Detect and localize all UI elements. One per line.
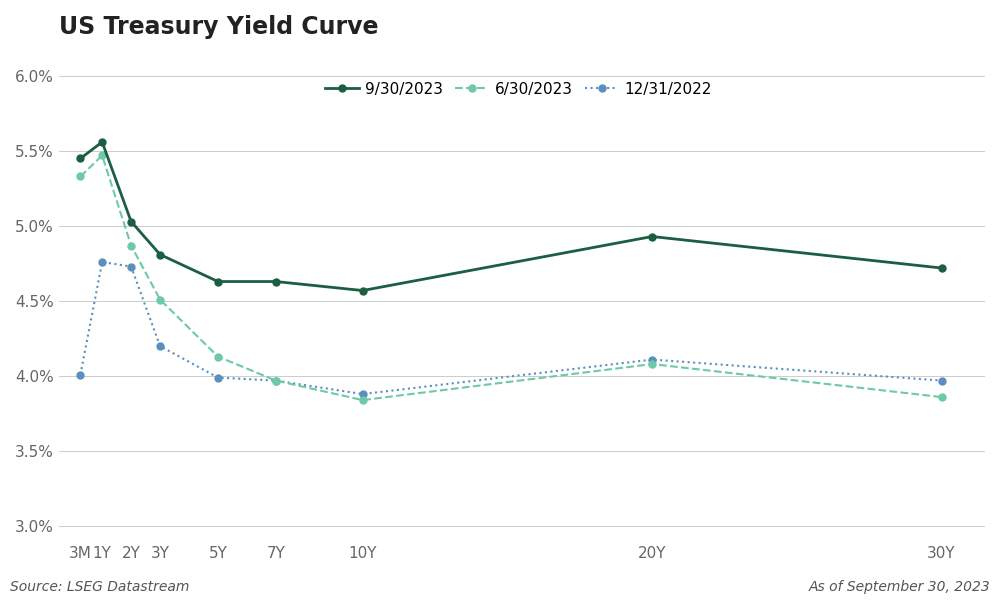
12/31/2022	[154, 343, 166, 350]
9/30/2023	[270, 278, 282, 285]
6/30/2023	[270, 377, 282, 384]
6/30/2023	[74, 173, 86, 180]
Text: US Treasury Yield Curve: US Treasury Yield Curve	[59, 15, 378, 39]
9/30/2023	[212, 278, 224, 285]
6/30/2023	[154, 296, 166, 303]
12/31/2022	[125, 263, 137, 270]
6/30/2023	[125, 242, 137, 249]
12/31/2022	[270, 377, 282, 384]
12/31/2022	[96, 259, 108, 266]
9/30/2023	[357, 287, 369, 294]
6/30/2023	[646, 361, 658, 368]
Text: Source: LSEG Datastream: Source: LSEG Datastream	[10, 580, 189, 594]
12/31/2022	[212, 374, 224, 381]
12/31/2022	[646, 356, 658, 363]
12/31/2022	[936, 377, 948, 384]
Text: As of September 30, 2023: As of September 30, 2023	[808, 580, 990, 594]
Line: 6/30/2023: 6/30/2023	[77, 152, 945, 404]
9/30/2023	[96, 139, 108, 146]
9/30/2023	[74, 155, 86, 162]
6/30/2023	[96, 152, 108, 159]
6/30/2023	[212, 353, 224, 360]
6/30/2023	[357, 397, 369, 404]
9/30/2023	[154, 251, 166, 258]
9/30/2023	[936, 265, 948, 272]
9/30/2023	[125, 218, 137, 225]
Line: 9/30/2023: 9/30/2023	[77, 139, 945, 294]
12/31/2022	[74, 371, 86, 378]
Line: 12/31/2022: 12/31/2022	[77, 259, 945, 398]
9/30/2023	[646, 233, 658, 240]
12/31/2022	[357, 391, 369, 398]
Legend: 9/30/2023, 6/30/2023, 12/31/2022: 9/30/2023, 6/30/2023, 12/31/2022	[319, 76, 718, 103]
6/30/2023	[936, 394, 948, 401]
